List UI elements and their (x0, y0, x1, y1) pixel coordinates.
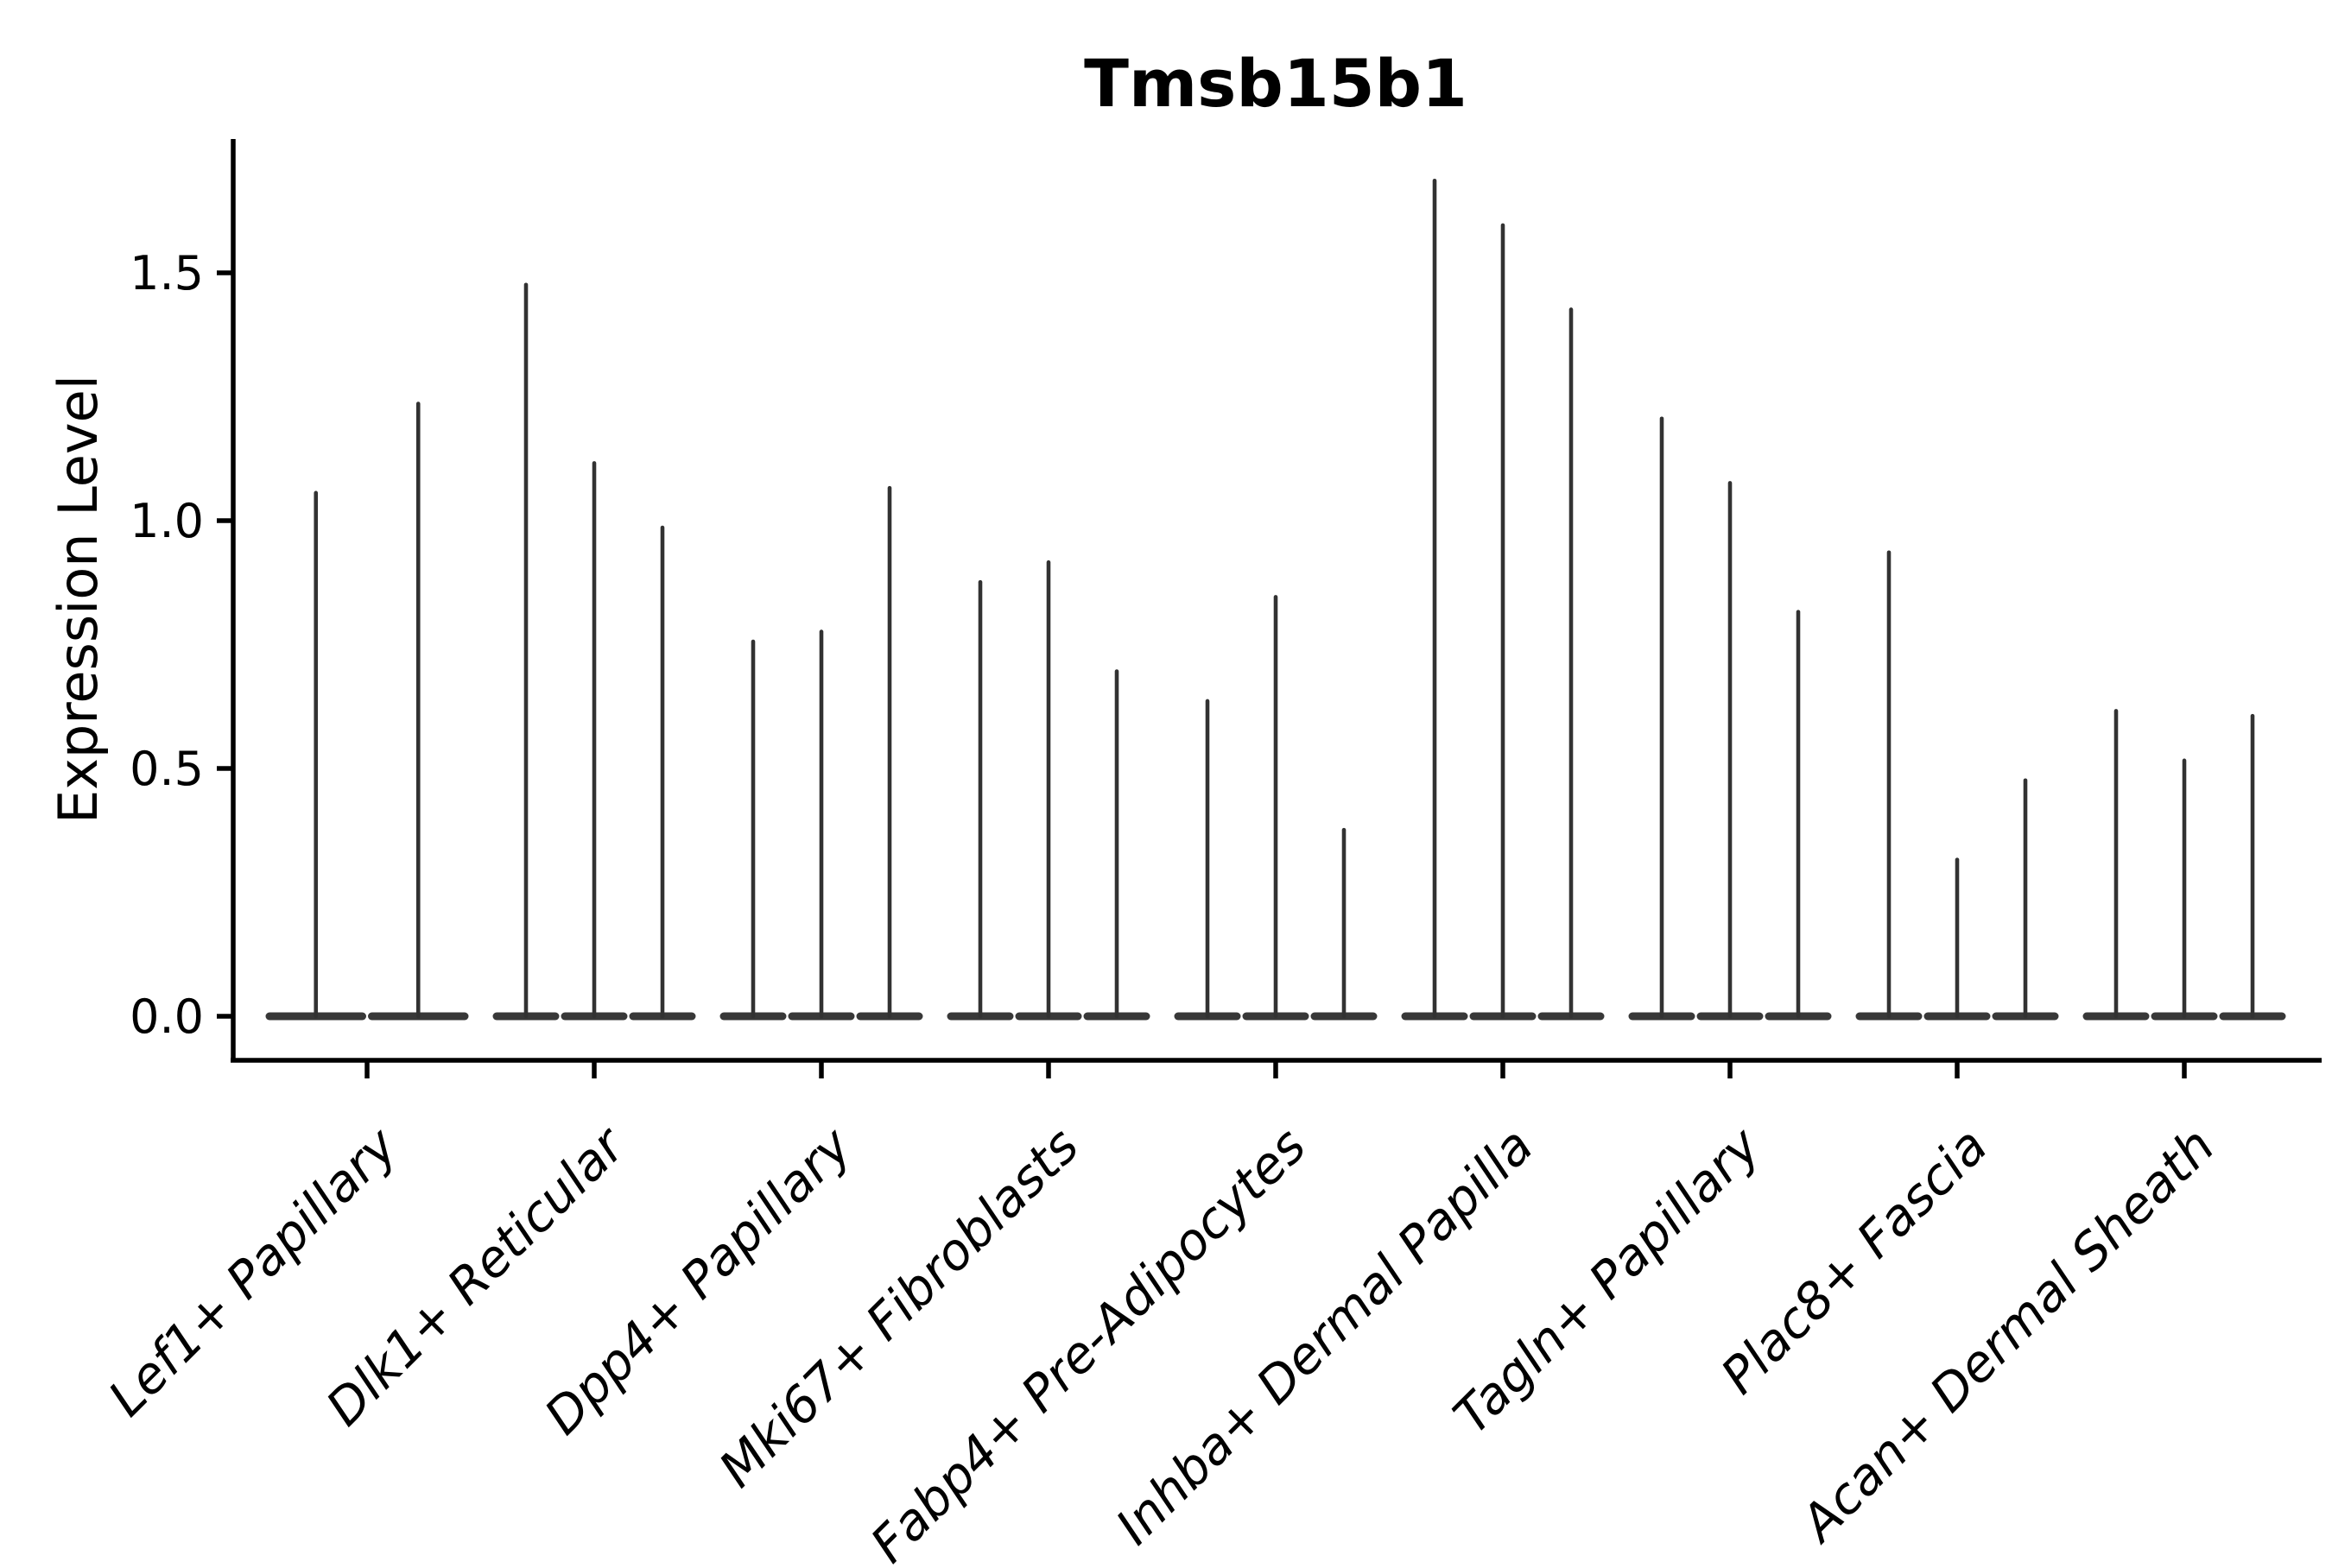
chart-title: Tmsb15b1 (1084, 45, 1467, 122)
y-tick-label: 1.5 (130, 246, 204, 300)
y-axis-label: Expression Level (47, 375, 110, 824)
y-tick-label: 0.0 (130, 989, 204, 1044)
y-tick-label: 0.5 (130, 742, 204, 796)
y-tick-label: 1.0 (130, 494, 204, 548)
violin-plot-figure: Tmsb15b1 Expression Level 0.0 0.5 1.0 1.5 Lef1… (35, 14, 2332, 1568)
